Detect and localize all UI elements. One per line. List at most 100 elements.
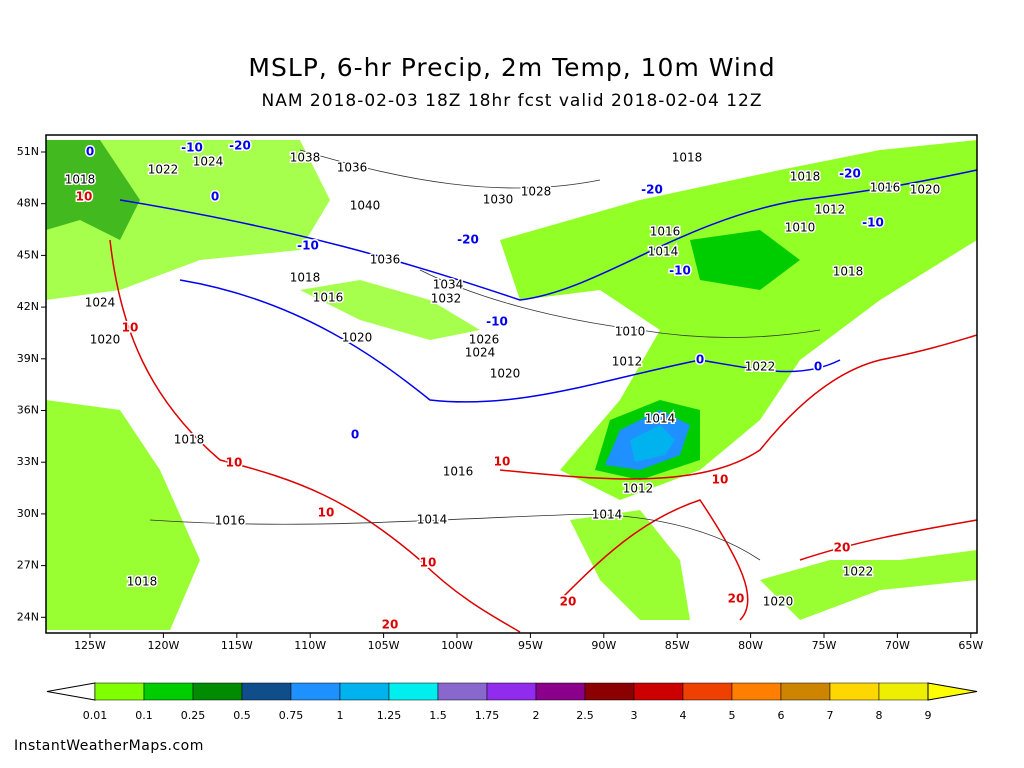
colorbar-box [682, 682, 733, 701]
colorbar: 0.01 0.1 0.25 0.5 0.75 1 1.25 1.5 1.75 2 2.5 3 4 5 6 7 8… [46, 682, 978, 722]
contour-label: 20 [382, 618, 399, 632]
contour-label: 1030 [483, 193, 514, 207]
contour-label: 1020 [490, 367, 521, 381]
colorbar-box [731, 682, 782, 701]
contour-label: 1010 [785, 221, 816, 235]
contour-label: 1020 [763, 595, 794, 609]
lon-label: 75W [812, 639, 837, 652]
contour-label: 1032 [431, 292, 462, 306]
colorbar-label: 0.1 [135, 709, 153, 722]
contour-label: 1024 [85, 296, 116, 310]
subtitle: NAM 2018-02-03 18Z 18hr fcst valid 2018-… [262, 91, 763, 111]
lon-label: 95W [518, 639, 543, 652]
contour-label: 1014 [648, 245, 679, 259]
contour-label: 1028 [521, 185, 552, 199]
contour-label: 1016 [313, 291, 344, 305]
contour-label: 10 [122, 321, 139, 335]
contour-label: 1020 [342, 331, 373, 345]
lon-label: 125W [74, 639, 106, 652]
colorbar-label: 1 [337, 709, 344, 722]
colorbar-box [143, 682, 194, 701]
contour-label: 0 [351, 428, 359, 442]
contour-label: 1018 [65, 173, 96, 187]
colorbar-label: 1.25 [377, 709, 402, 722]
contour-label: 1018 [672, 151, 703, 165]
lat-label: 24N [17, 610, 39, 623]
contour-label: 1016 [215, 514, 246, 528]
lon-label: 90W [591, 639, 616, 652]
contour-label: -10 [862, 216, 884, 230]
lon-label: 100W [441, 639, 473, 652]
colorbar-box [584, 682, 635, 701]
colorbar-label: 8 [876, 709, 883, 722]
colorbar-label: 0.5 [233, 709, 251, 722]
contour-label: 0 [696, 353, 704, 367]
lon-label: 120W [147, 639, 179, 652]
contour-label: 1012 [623, 482, 654, 496]
lat-label: 33N [17, 455, 39, 468]
contour-label: 10 [494, 455, 511, 469]
colorbar-box [339, 682, 390, 701]
map-frame [45, 134, 978, 634]
colorbar-label: 3 [631, 709, 638, 722]
contour-label: 1036 [337, 161, 368, 175]
lon-label: 105W [368, 639, 400, 652]
contour-label: 1010 [615, 325, 646, 339]
contour-label: 1038 [290, 151, 321, 165]
contour-label: 1018 [833, 265, 864, 279]
precip-areas [46, 140, 977, 630]
contour-label: 0 [86, 145, 94, 159]
contour-label: 1026 [469, 333, 500, 347]
lat-label: 42N [17, 300, 39, 313]
contour-label: 1016 [870, 181, 901, 195]
colorbar-box [633, 682, 684, 701]
colorbar-box [535, 682, 586, 701]
heavy-precip [46, 140, 800, 480]
contour-label: 20 [834, 541, 851, 555]
contour-label: -20 [229, 139, 251, 153]
contour-label: 1022 [843, 565, 874, 579]
contour-label: 1014 [592, 508, 623, 522]
colorbar-box [290, 682, 341, 701]
contour-label: 1014 [417, 513, 448, 527]
colorbar-box [878, 682, 929, 701]
colorbar-label: 0.01 [83, 709, 108, 722]
colorbar-label: 1.75 [475, 709, 500, 722]
colorbar-box [780, 682, 831, 701]
contour-label: 1024 [193, 155, 224, 169]
contour-label: 1018 [127, 575, 158, 589]
contour-label: 1040 [350, 199, 381, 213]
lat-label: 39N [17, 352, 39, 365]
lat-label: 36N [17, 404, 39, 417]
colorbar-label: 5 [729, 709, 736, 722]
colorbar-label: 9 [925, 709, 932, 722]
contour-label: 1012 [815, 203, 846, 217]
contour-label: 1018 [290, 271, 321, 285]
contour-label: -20 [457, 233, 479, 247]
contour-label: 1034 [433, 278, 464, 292]
colorbar-box [388, 682, 439, 701]
contour-label: 1020 [910, 183, 941, 197]
contour-label: 20 [560, 595, 577, 609]
title: MSLP, 6-hr Precip, 2m Temp, 10m Wind [248, 53, 775, 82]
colorbar-end [927, 682, 978, 701]
lon-label: 80W [738, 639, 763, 652]
colorbar-box [192, 682, 243, 701]
contour-label: 10 [76, 190, 93, 204]
contour-label: 10 [226, 456, 243, 470]
colorbar-box [486, 682, 537, 701]
lat-label: 48N [17, 197, 39, 210]
contour-label: -20 [641, 183, 663, 197]
lat-label: 27N [17, 559, 39, 572]
colorbar-label: 1.5 [429, 709, 447, 722]
lat-label: 45N [17, 248, 39, 261]
contour-label: 10 [712, 473, 729, 487]
contour-label: 1016 [443, 465, 474, 479]
colorbar-box [437, 682, 488, 701]
contour-label: -10 [181, 141, 203, 155]
contour-label: 1016 [650, 225, 681, 239]
colorbar-label: 7 [827, 709, 834, 722]
contour-label: 1036 [370, 253, 401, 267]
contour-label: 1024 [465, 346, 496, 360]
